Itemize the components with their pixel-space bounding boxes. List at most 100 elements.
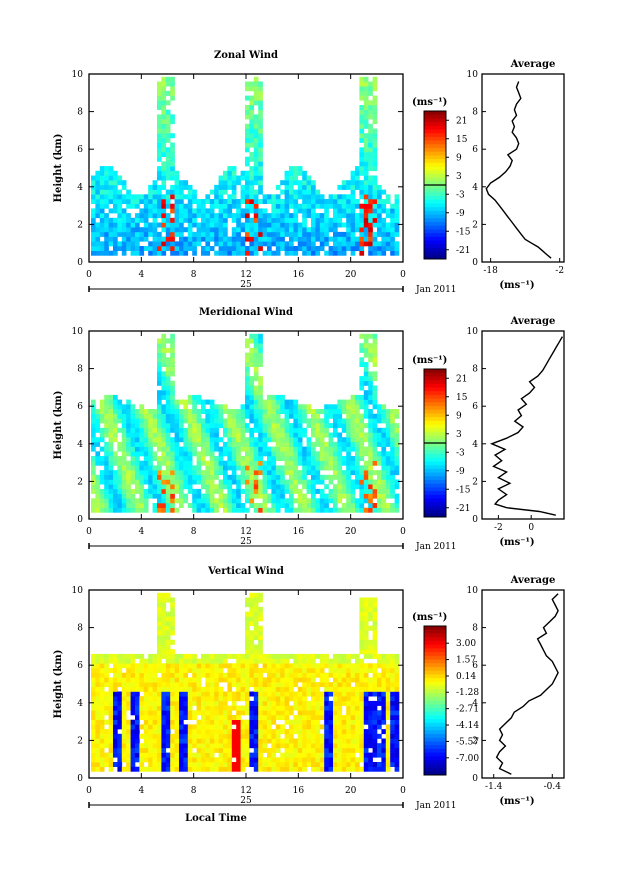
panel-2-colorbar-band (424, 420, 446, 425)
panel-3-colorbar-band (424, 644, 446, 649)
panel-3-colorbar-band (424, 685, 446, 690)
panel-1-average-ytick-label: 6 (472, 145, 478, 155)
panel-3-colorbar-band (424, 659, 446, 664)
panel-1-ytick-label: 8 (77, 108, 83, 118)
panel-2-colorbar-band (424, 450, 446, 455)
panel-3-colorbar-band (424, 704, 446, 709)
panel-3-date-tick: 25 (240, 796, 252, 806)
panel-2-colorbar-band (424, 513, 446, 518)
panel-3-xtick-label: 16 (293, 786, 305, 796)
panel-1-colorbar-band (424, 244, 446, 249)
panel-3-colorbar-band (424, 737, 446, 742)
panel-3-average-ytick-label: 6 (472, 661, 478, 671)
panel-1-colorbar-tick-label: 21 (456, 116, 467, 126)
panel-2-colorbar-band (424, 413, 446, 418)
panel-2-ytick-label: 8 (77, 365, 83, 375)
panel-3-colorbar-band (424, 663, 446, 668)
panel-2-colorbar-band (424, 439, 446, 444)
panel-3-colorbar-band (424, 771, 446, 776)
panel-1-colorbar-band (424, 151, 446, 156)
panel-1-ytick-label: 0 (77, 258, 83, 268)
panel-3-colorbar-band (424, 763, 446, 768)
panel-2-colorbar-band (424, 435, 446, 440)
panel-2-colorbar-band (424, 509, 446, 514)
panel-1-colorbar-band (424, 155, 446, 160)
panel-2-colorbar-band (424, 383, 446, 388)
panel-3-colorbar-band (424, 730, 446, 735)
panel-1-date-label: Jan 2011 (415, 285, 457, 295)
panel-3-date-label: Jan 2011 (415, 801, 457, 811)
panel-2-colorbar-band (424, 376, 446, 381)
panel-3-colorbar-band (424, 689, 446, 694)
panel-3-colorbar-band (424, 670, 446, 675)
panel-2-heatmap-field (91, 333, 400, 513)
panel-2-colorbar-band (424, 505, 446, 510)
panel-1-colorbar-band (424, 114, 446, 119)
panel-2-colorbar-band (424, 502, 446, 507)
panel-1-colorbar-band (424, 188, 446, 193)
panel-3-colorbar-band (424, 752, 446, 757)
panel-1-colorbar-band (424, 196, 446, 201)
panel-1-xtick-label: 0 (86, 270, 92, 280)
panel-2-colorbar-band (424, 398, 446, 403)
panel-1-colorbar-tick-label: 15 (456, 135, 468, 145)
panel-1-colorbar-band (424, 251, 446, 256)
panel-1-colorbar-band (424, 140, 446, 145)
panel-2-ytick-label: 6 (77, 402, 83, 412)
panel-3-colorbar-tick-label: -5.57 (456, 737, 479, 747)
panel-2-average-ytick-label: 0 (472, 515, 478, 525)
panel-3-colorbar-tick-label: 3.00 (456, 639, 476, 649)
panel-2-xtick-label: 4 (138, 527, 144, 537)
panel-1-colorbar-band (424, 199, 446, 204)
panel-3-colorbar-band (424, 745, 446, 750)
panel-2-colorbar-tick-label: -21 (456, 504, 471, 514)
panel-3-colorbar-tick-label: 1.57 (456, 656, 476, 666)
panel-2-average-ytick-label: 10 (467, 327, 479, 337)
panel-1-colorbar-band (424, 229, 446, 234)
panel-3-colorbar-band (424, 715, 446, 720)
panel-2-average-xlabel: (ms⁻¹) (499, 537, 534, 548)
panel-3-ytick-label: 4 (77, 699, 83, 709)
panel-1-ytick-label: 4 (77, 183, 83, 193)
panel-2-average-ytick-label: 4 (472, 440, 478, 450)
panel-1-colorbar-band (424, 207, 446, 212)
panel-3-title: Vertical Wind (207, 566, 284, 577)
panel-2-colorbar-band (424, 431, 446, 436)
panel-1-colorbar-band (424, 225, 446, 230)
panel-3-colorbar-tick-label: -7.00 (456, 754, 479, 764)
panel-3-colorbar-tick-label: -1.28 (456, 688, 479, 698)
panel-3-colorbar-band (424, 652, 446, 657)
panel-2-colorbar-band (424, 476, 446, 481)
panel-1-colorbar-unit: (ms⁻¹) (412, 97, 447, 108)
panel-1-average-ytick-label: 8 (472, 108, 478, 118)
panel-2-colorbar-band (424, 394, 446, 399)
panel-1-colorbar-band (424, 162, 446, 167)
panel-1-colorbar-band (424, 218, 446, 223)
panel-3-ytick-label: 6 (77, 661, 83, 671)
panel-2-ytick-label: 0 (77, 515, 83, 525)
panel-2-colorbar-band (424, 446, 446, 451)
panel-2-colorbar-band (424, 369, 446, 374)
panel-2-colorbar-band (424, 494, 446, 499)
panel-3-colorbar-band (424, 707, 446, 713)
panel-2-colorbar-tick-label: 15 (456, 393, 468, 403)
panel-3-colorbar-band (424, 719, 446, 724)
panel-1-colorbar-band (424, 233, 446, 238)
panel-1-colorbar-band (424, 125, 446, 130)
panel-2-average-profile-line (489, 336, 564, 516)
panel-1-average-ytick-label: 0 (472, 258, 478, 268)
panel-2-xtick-label: 0 (86, 527, 92, 537)
panel-1-colorbar-tick-label: 9 (456, 153, 462, 163)
panel-1-ylabel: Height (km) (53, 134, 64, 203)
panel-2-colorbar-band (424, 483, 446, 488)
panel-3-average-profile-line (495, 593, 559, 775)
panel-1-xtick-label: 16 (293, 270, 305, 280)
panel-3-colorbar-band (424, 674, 446, 679)
panel-1-colorbar-band (424, 214, 446, 219)
panel-2-average-frame (481, 330, 565, 520)
panel-2-colorbar-band (424, 402, 446, 407)
panel-2-average-ytick-label: 2 (472, 477, 478, 487)
panel-2-ytick-label: 2 (77, 477, 83, 487)
panel-3-colorbar-band (424, 696, 446, 701)
